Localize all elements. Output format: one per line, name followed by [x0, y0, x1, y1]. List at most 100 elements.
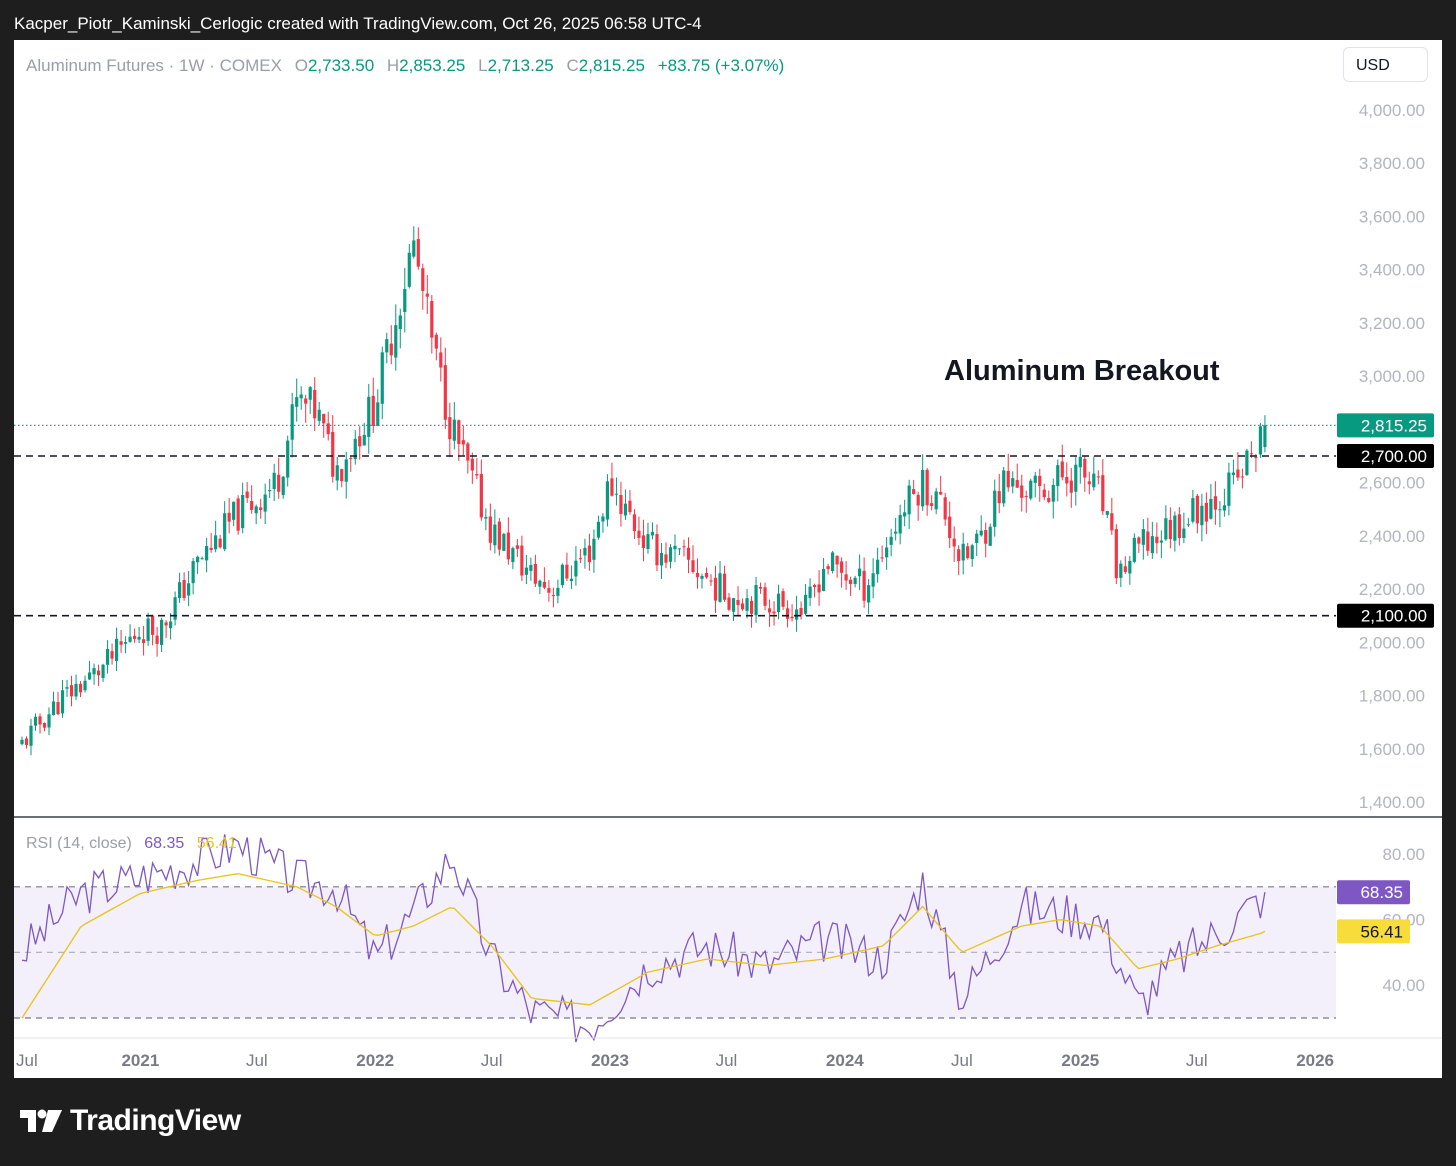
candle-body — [1119, 563, 1123, 578]
open-label: O — [294, 56, 308, 75]
candle-body — [56, 702, 60, 715]
candle-body — [650, 531, 655, 536]
candle-body — [155, 635, 159, 644]
candle-body — [407, 252, 411, 287]
candle-body — [60, 690, 65, 714]
time-axis: Jul 2021 Jul 2022 Jul 2023 Jul 2024 Jul 2025 Jul 20… — [14, 1037, 1442, 1070]
x-tick-label: Jul — [16, 1051, 38, 1070]
candle-body — [1056, 465, 1060, 487]
candle-body — [1227, 472, 1231, 506]
currency-button[interactable]: USD — [1343, 47, 1428, 82]
candle-body — [542, 581, 546, 588]
candle-body — [281, 476, 285, 496]
candle-body — [691, 560, 695, 573]
candle-body — [520, 545, 524, 576]
candle-body — [1263, 425, 1267, 448]
candle-body — [993, 490, 997, 527]
y-tick-label: 3,600.00 — [1359, 207, 1425, 226]
candle-body — [1110, 513, 1114, 531]
candle-body — [119, 641, 123, 645]
candle-body — [547, 588, 551, 593]
candle-body — [1029, 480, 1033, 499]
rsi-value: 68.35 — [144, 835, 185, 852]
symbol-legend: Aluminum Futures · 1W · COMEX O2,733.50 … — [26, 56, 784, 76]
y-tick-label: 2,600.00 — [1359, 474, 1425, 493]
chart-panel[interactable]: 1,400.00 1,600.00 1,800.00 2,000.00 2,200.00… — [14, 40, 1442, 1078]
candle-body — [885, 547, 889, 558]
candle-body — [785, 608, 790, 619]
candle-body — [448, 417, 452, 440]
candle-body — [299, 394, 303, 399]
candle-body — [344, 459, 348, 482]
candle-body — [601, 516, 605, 522]
candle-body — [862, 570, 866, 601]
price-axis: 1,400.00 1,600.00 1,800.00 2,000.00 2,200.00… — [14, 101, 1442, 818]
candle-body — [623, 503, 628, 516]
candle-body — [236, 498, 240, 531]
rsi-legend: RSI (14, close) 68.35 56.41 — [26, 835, 237, 853]
candle-body — [1101, 475, 1105, 512]
rsi-ma-value-label: 56.41 — [1360, 922, 1403, 941]
level-price-tag — [1337, 444, 1434, 468]
candle-body — [592, 538, 596, 560]
candle-body — [132, 635, 137, 639]
x-tick-label: Jul — [246, 1051, 268, 1070]
candle-body — [1204, 502, 1208, 522]
close-label: C — [566, 56, 579, 75]
chart-canvas[interactable]: 1,400.00 1,600.00 1,800.00 2,000.00 2,200.00… — [14, 40, 1442, 1078]
candle-body — [187, 583, 191, 596]
candle-body — [394, 325, 398, 358]
candle-body — [1164, 518, 1168, 540]
candle-body — [871, 573, 875, 587]
candle-body — [817, 584, 821, 593]
candle-body — [74, 683, 78, 697]
candle-body — [740, 603, 745, 610]
candle-body — [1060, 461, 1064, 478]
candle-body — [632, 514, 637, 532]
candle-body — [425, 293, 429, 297]
candle-body — [803, 594, 808, 614]
candle-body — [812, 585, 817, 588]
candle-body — [1249, 453, 1254, 455]
candle-body — [826, 566, 830, 570]
candle-body — [610, 478, 614, 496]
candle-body — [286, 440, 290, 478]
candle-body — [767, 608, 772, 613]
candle-body — [128, 636, 132, 642]
candle-body — [83, 680, 87, 691]
candle-body — [961, 543, 965, 561]
candle-body — [1051, 484, 1055, 502]
candle-body — [353, 438, 357, 460]
candle-body — [1150, 536, 1154, 554]
candle-body — [254, 506, 258, 514]
tradingview-brand[interactable]: TradingView — [18, 1104, 241, 1138]
candle-body — [434, 334, 438, 349]
candle-body — [970, 545, 974, 560]
candle-body — [551, 595, 555, 597]
candle-body — [466, 443, 470, 461]
candle-body — [677, 548, 682, 550]
candle-body — [416, 239, 420, 267]
candle-body — [894, 531, 898, 534]
candle-body — [876, 559, 880, 575]
candle-body — [371, 395, 375, 426]
candle-body — [38, 716, 42, 725]
y-tick-label: 3,200.00 — [1359, 314, 1425, 333]
candle-body — [1024, 496, 1028, 498]
candle-body — [880, 557, 884, 559]
candle-body — [290, 404, 294, 440]
x-tick-label: Jul — [951, 1051, 973, 1070]
candle-body — [1123, 566, 1127, 573]
y-tick-label: 2,400.00 — [1359, 527, 1425, 546]
candle-body — [443, 365, 447, 420]
candle-body — [123, 642, 128, 644]
candle-body — [916, 494, 920, 506]
candle-body — [1236, 469, 1240, 478]
candle-body — [1069, 480, 1073, 493]
candle-body — [200, 558, 204, 560]
candle-body — [754, 584, 758, 616]
candle-body — [78, 683, 83, 693]
candle-body — [1222, 505, 1226, 511]
candle-body — [907, 485, 911, 515]
candle-body — [223, 513, 227, 550]
